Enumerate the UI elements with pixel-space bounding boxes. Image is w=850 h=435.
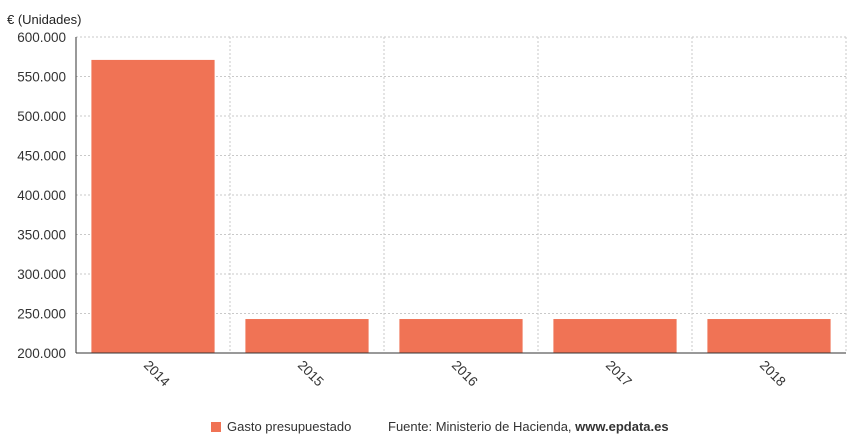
legend: Gasto presupuestado: [211, 419, 351, 434]
legend-swatch: [211, 421, 221, 432]
bar-2017: [553, 319, 677, 353]
legend-label: Gasto presupuestado: [227, 419, 352, 434]
y-tick-label: 400.000: [17, 188, 66, 203]
bar-2015: [245, 319, 369, 353]
y-tick-label: 500.000: [17, 109, 66, 124]
y-tick-label: 350.000: [17, 228, 66, 243]
y-tick-label: 450.000: [17, 149, 66, 164]
y-tick-label: 200.000: [17, 346, 66, 361]
x-tick-label: 2014: [141, 358, 173, 390]
x-tick-label: 2015: [295, 358, 327, 390]
y-tick-label: 550.000: [17, 70, 66, 85]
bar-2016: [399, 319, 523, 353]
x-tick-label: 2017: [603, 358, 635, 390]
axes: [75, 37, 846, 354]
chart-footer: Gasto presupuestado Fuente: Ministerio d…: [0, 419, 850, 435]
source-note: Fuente: Ministerio de Hacienda, www.epda…: [388, 419, 669, 434]
source-link[interactable]: www.epdata.es: [575, 419, 669, 434]
y-axis-ticks: 200.000 250.000 300.000 350.000 400.000 450.0…: [17, 30, 66, 361]
x-tick-label: 2018: [757, 358, 789, 390]
bar-chart: € (Unidades) 200.000 250.000 300.000 350.00…: [7, 12, 847, 390]
source-text: Fuente: Ministerio de Hacienda,: [388, 419, 576, 434]
y-tick-label: 300.000: [17, 267, 66, 282]
x-axis-ticks: 2014 2015 2016 2017 2018: [141, 358, 789, 390]
unit-label: € (Unidades): [7, 12, 81, 27]
bars: [91, 59, 831, 353]
y-tick-label: 250.000: [17, 307, 66, 322]
x-tick-label: 2016: [449, 358, 481, 390]
bar-2018: [707, 319, 831, 353]
bar-2014: [91, 59, 215, 353]
y-tick-label: 600.000: [17, 30, 66, 45]
